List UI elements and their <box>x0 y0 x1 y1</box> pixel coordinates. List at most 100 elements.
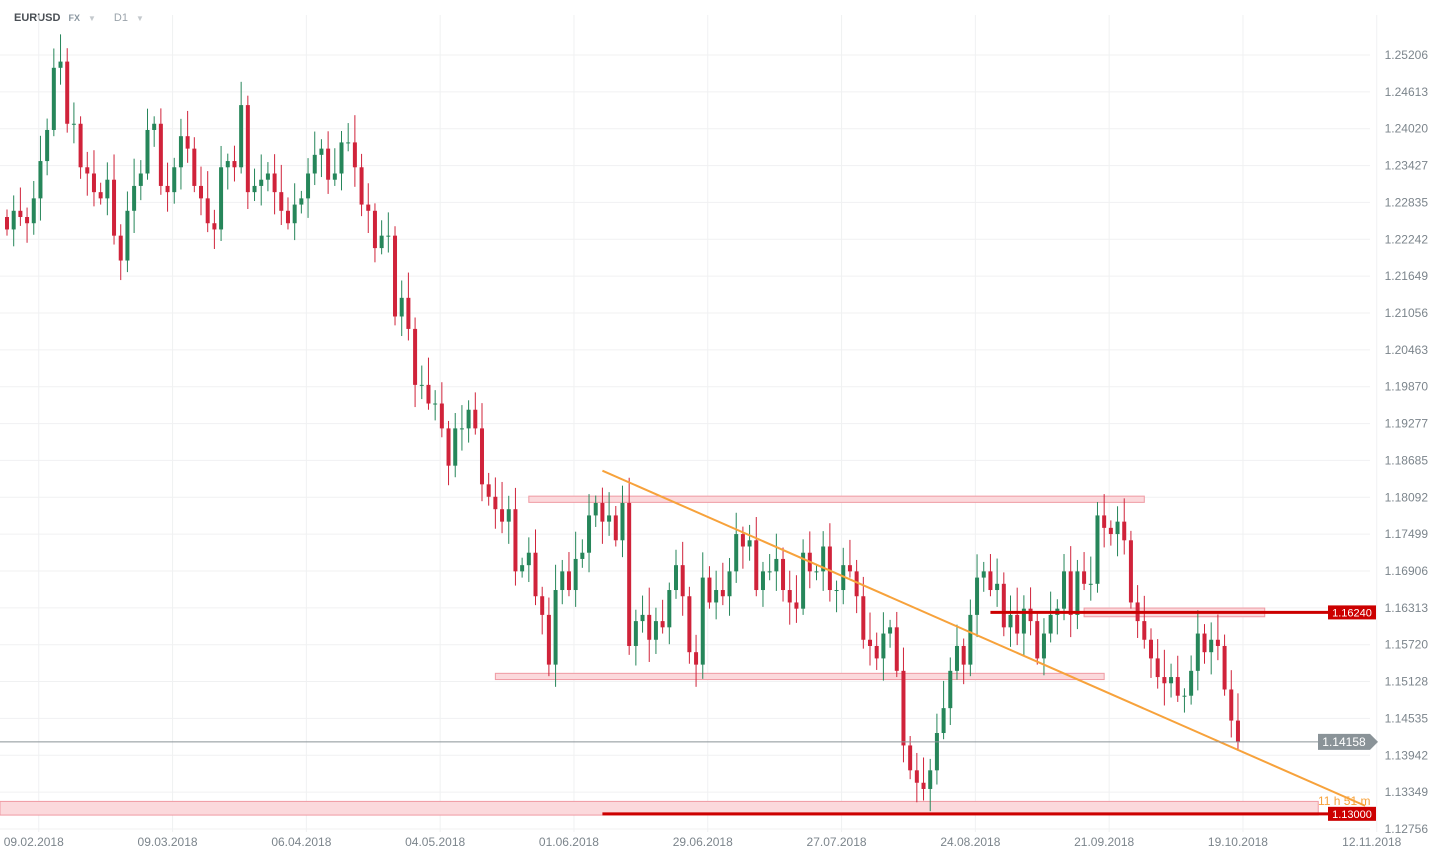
candle-body <box>727 571 732 597</box>
candle <box>881 612 886 681</box>
candle-body <box>1195 633 1200 671</box>
candle-body <box>232 161 237 168</box>
candle-body <box>894 627 899 671</box>
candle <box>5 209 9 236</box>
candle <box>172 157 177 204</box>
candle-body <box>45 129 50 162</box>
candle-body <box>1028 608 1033 622</box>
candle-body <box>91 173 96 193</box>
trendline[interactable] <box>602 469 1366 807</box>
candle <box>607 492 612 536</box>
candle <box>413 317 418 408</box>
timeframe-dropdown-icon[interactable]: ▼ <box>135 13 144 23</box>
candle-body <box>212 223 217 230</box>
x-tick-label: 27.07.2018 <box>807 835 867 849</box>
candle <box>1102 494 1107 548</box>
candle <box>158 108 163 195</box>
candle-body <box>419 384 424 386</box>
candle <box>1235 693 1240 751</box>
candle-body <box>158 123 163 186</box>
candle <box>105 162 110 216</box>
candle-body <box>406 297 411 329</box>
y-tick-label: 1.17499 <box>1385 527 1429 541</box>
candle <box>332 148 337 186</box>
candle-body <box>1169 677 1174 684</box>
candle-body <box>968 614 973 665</box>
candle-body <box>1015 614 1020 634</box>
y-tick-label: 1.18685 <box>1385 453 1429 467</box>
candle-body <box>1128 540 1133 603</box>
candle <box>252 168 257 202</box>
timeframe-label[interactable]: D1 <box>113 12 128 24</box>
candle <box>245 95 250 210</box>
candle <box>85 151 90 196</box>
candle-body <box>165 185 170 193</box>
candle <box>366 183 371 233</box>
zone-rectangle[interactable] <box>528 495 1145 503</box>
candle <box>38 135 43 221</box>
candle-body <box>393 235 398 317</box>
candle <box>901 647 906 763</box>
candle-body <box>1215 639 1220 646</box>
candle-body <box>566 571 571 591</box>
candle <box>720 562 725 606</box>
candle <box>740 526 745 569</box>
candle <box>473 392 478 435</box>
candle-body <box>11 210 16 230</box>
candle-body <box>1162 677 1167 684</box>
candle-body <box>667 590 672 628</box>
y-tick-label: 1.16313 <box>1385 601 1429 615</box>
candle <box>854 559 859 614</box>
candle-body <box>112 179 117 236</box>
y-tick-label: 1.12756 <box>1385 822 1429 836</box>
candle <box>18 187 23 226</box>
symbol-label[interactable]: EURUSD <box>14 12 61 24</box>
candle-body <box>941 708 946 734</box>
candle-body <box>225 161 230 168</box>
candle <box>680 541 685 616</box>
candle <box>500 481 505 534</box>
candle <box>272 154 277 215</box>
candle <box>546 597 551 677</box>
candle <box>165 162 170 212</box>
candle-body <box>1235 720 1240 742</box>
candle-body <box>573 558 578 591</box>
candle <box>419 365 424 400</box>
candle <box>1169 663 1174 698</box>
candle-body <box>85 167 90 174</box>
candle <box>265 162 270 192</box>
candle-body <box>587 515 592 553</box>
exchange-dropdown-icon[interactable]: ▼ <box>87 13 96 23</box>
candle-body <box>1102 515 1107 528</box>
candle-body <box>1001 583 1006 628</box>
candle-body <box>272 173 277 193</box>
zone-rectangle[interactable] <box>494 672 1105 681</box>
candle <box>526 537 531 583</box>
y-tick-label: 1.16906 <box>1385 564 1429 578</box>
candle <box>760 561 765 607</box>
x-tick-label: 12.11.2018 <box>1342 835 1401 849</box>
candle <box>981 561 986 592</box>
candle <box>1189 655 1194 705</box>
candle <box>11 195 16 247</box>
candle-body <box>332 173 337 180</box>
y-tick-label: 1.23427 <box>1385 159 1429 173</box>
candle-body <box>433 403 438 405</box>
candle <box>125 191 130 273</box>
candle-body <box>613 515 618 541</box>
candle <box>928 758 933 812</box>
candle <box>1062 554 1067 621</box>
candle <box>613 505 618 547</box>
candle-body <box>346 142 351 144</box>
candle <box>453 413 458 478</box>
candle <box>466 400 471 443</box>
current-price-label: 1.14158 <box>1322 735 1366 749</box>
candle-body <box>65 61 70 124</box>
candle-countdown: 11 h 51 m <box>1318 794 1370 808</box>
candle-body <box>473 409 478 429</box>
candle <box>112 154 117 245</box>
candle-body <box>379 235 384 249</box>
candle <box>861 576 866 649</box>
candle-body <box>734 534 739 572</box>
